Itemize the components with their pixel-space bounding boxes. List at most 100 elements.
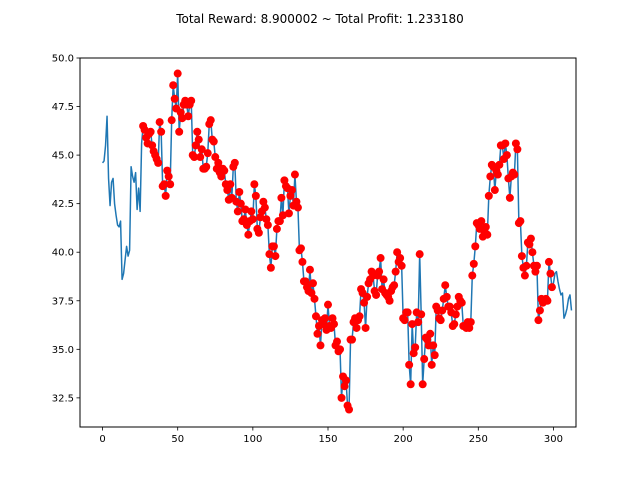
trade-marker: [513, 145, 522, 154]
trade-marker: [214, 158, 223, 167]
trade-marker: [544, 257, 553, 266]
trade-marker: [414, 318, 423, 327]
trade-marker: [169, 81, 178, 90]
trade-marker: [233, 207, 242, 216]
trade-marker: [396, 254, 405, 263]
trade-marker: [194, 135, 203, 144]
trade-marker: [397, 261, 406, 270]
trade-marker: [250, 180, 259, 189]
trade-marker: [490, 186, 499, 195]
trade-marker: [438, 306, 447, 315]
trade-marker: [260, 203, 269, 212]
trade-marker: [287, 186, 296, 195]
y-tick-label: 37.5: [52, 296, 74, 307]
trade-marker: [157, 127, 166, 136]
trade-marker: [348, 335, 357, 344]
trade-marker: [517, 252, 526, 261]
trade-marker: [236, 199, 245, 208]
trade-marker: [266, 263, 275, 272]
trade-marker: [166, 180, 175, 189]
trade-marker: [376, 254, 385, 263]
trade-marker: [184, 112, 193, 121]
trade-marker: [311, 312, 320, 321]
y-tick-label: 50.0: [52, 54, 74, 65]
trade-marker: [324, 300, 332, 309]
trade-marker: [269, 242, 278, 251]
trade-marker: [202, 162, 211, 171]
trade-marker: [426, 329, 435, 338]
trade-marker: [483, 230, 492, 239]
trade-marker: [320, 314, 329, 323]
trade-marker: [505, 193, 514, 202]
trade-marker: [415, 250, 424, 259]
x-tick-label: 0: [99, 434, 105, 445]
trade-marker: [278, 211, 287, 220]
trade-marker: [363, 292, 372, 301]
trade-marker: [546, 269, 555, 278]
trade-marker: [543, 296, 552, 305]
trade-marker: [155, 118, 164, 127]
trade-marker: [336, 345, 345, 354]
trade-marker: [502, 151, 511, 160]
trade-marker: [526, 234, 535, 243]
trade-marker: [203, 149, 212, 158]
trade-marker: [167, 116, 176, 125]
trade-marker: [547, 283, 556, 292]
trade-marker: [352, 323, 361, 332]
trade-marker: [333, 337, 342, 346]
trade-marker: [244, 230, 253, 239]
trade-marker: [471, 242, 480, 251]
trade-marker: [196, 153, 205, 162]
trade-marker: [226, 180, 235, 189]
trade-marker: [468, 271, 477, 280]
trade-marker: [187, 96, 196, 105]
trade-marker: [175, 127, 184, 136]
trade-marker: [400, 316, 409, 325]
trade-marker: [528, 248, 537, 257]
trade-marker: [230, 158, 239, 167]
trade-marker: [450, 320, 459, 329]
trade-marker: [520, 271, 529, 280]
trade-marker: [298, 257, 307, 266]
chart-title: Total Reward: 8.900002 ~ Total Profit: 1…: [175, 12, 464, 26]
trade-marker: [408, 320, 417, 329]
trade-marker: [178, 114, 187, 123]
trade-marker: [190, 153, 199, 162]
y-tick-label: 42.5: [52, 199, 74, 210]
trade-marker: [385, 296, 394, 305]
trade-marker: [251, 191, 260, 200]
trade-marker: [330, 320, 339, 329]
trade-marker: [248, 215, 257, 224]
trade-marker: [390, 281, 399, 290]
trade-marker: [254, 228, 263, 237]
trade-marker: [271, 252, 280, 261]
trade-marker: [495, 160, 504, 169]
trade-marker: [170, 94, 179, 103]
trade-marker: [534, 316, 543, 325]
trade-marker: [361, 323, 370, 332]
trade-marker: [372, 290, 381, 299]
x-tick-label: 100: [243, 434, 262, 445]
trade-marker: [522, 261, 531, 270]
x-tick-label: 250: [469, 434, 488, 445]
trade-marker: [466, 318, 475, 327]
trade-marker: [310, 294, 319, 303]
trade-marker: [290, 170, 299, 179]
trade-marker: [436, 316, 445, 325]
trade-marker: [510, 170, 519, 179]
trade-marker: [451, 310, 460, 319]
trade-marker: [441, 281, 450, 290]
trade-marker: [308, 279, 317, 288]
y-tick-label: 35.0: [52, 345, 74, 356]
trade-marker: [193, 127, 202, 136]
trade-marker: [160, 180, 169, 189]
trade-marker: [457, 298, 466, 307]
trade-marker: [535, 306, 544, 315]
trade-marker: [277, 193, 286, 202]
trade-marker: [420, 355, 429, 364]
y-tick-label: 45.0: [52, 151, 74, 162]
trade-marker: [220, 166, 229, 175]
trade-marker: [197, 145, 206, 154]
